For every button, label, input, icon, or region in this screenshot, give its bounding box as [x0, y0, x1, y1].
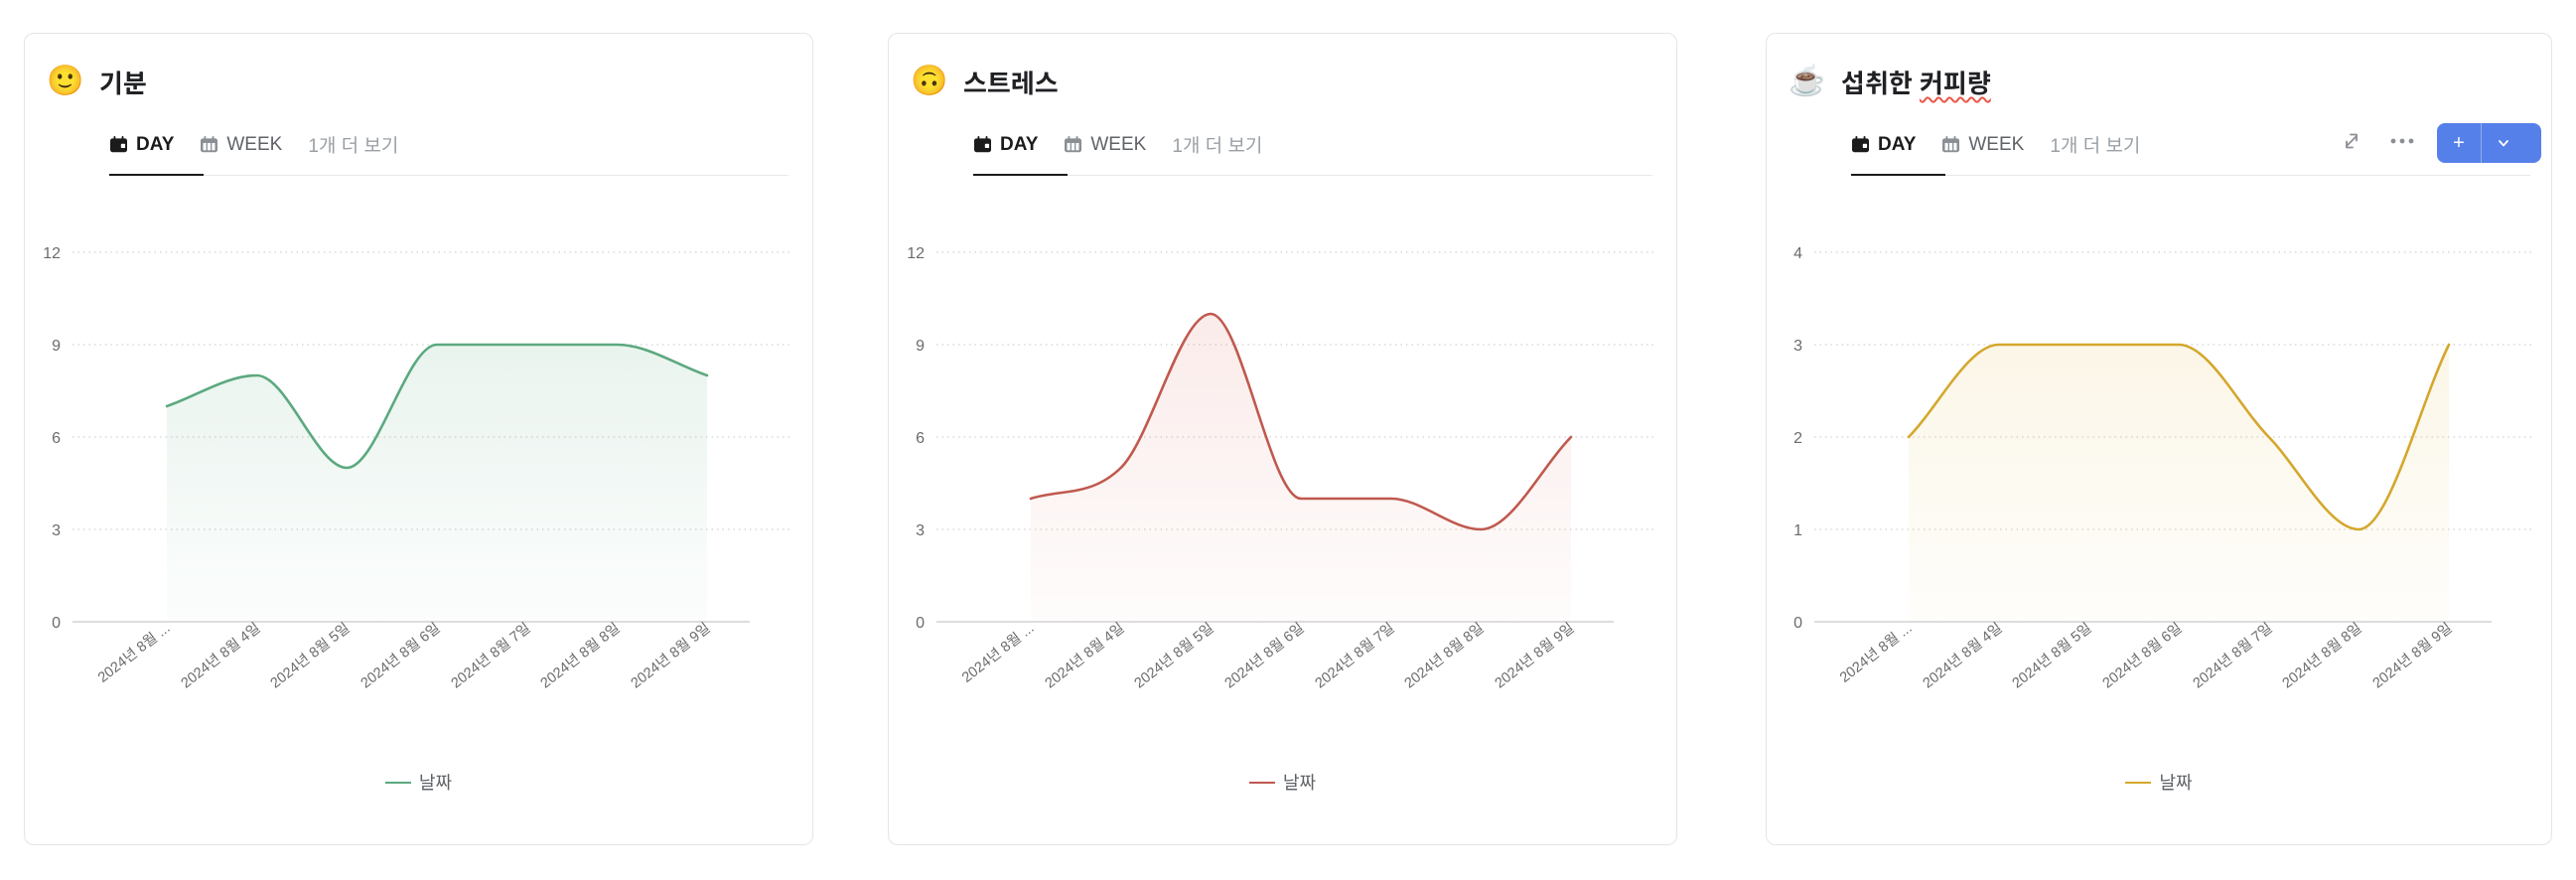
svg-text:2024년 8월 9일: 2024년 8월 9일 [1492, 620, 1577, 692]
svg-text:4: 4 [1793, 245, 1802, 262]
svg-text:2024년 8월 4일: 2024년 8월 4일 [178, 620, 263, 692]
svg-text:2024년 8월 7일: 2024년 8월 7일 [1312, 620, 1397, 692]
svg-text:12: 12 [907, 245, 925, 262]
svg-text:2024년 8월 6일: 2024년 8월 6일 [1221, 620, 1307, 692]
svg-text:2024년 8월 8일: 2024년 8월 8일 [1401, 620, 1487, 692]
svg-text:12: 12 [43, 245, 61, 262]
svg-text:2024년 8월 ...: 2024년 8월 ... [94, 620, 173, 686]
svg-text:9: 9 [52, 338, 61, 355]
svg-text:3: 3 [52, 522, 61, 539]
svg-text:2024년 8월 6일: 2024년 8월 6일 [358, 620, 443, 692]
svg-text:2024년 8월 7일: 2024년 8월 7일 [2190, 620, 2275, 692]
svg-text:9: 9 [916, 338, 925, 355]
svg-text:3: 3 [1793, 338, 1802, 355]
svg-text:2024년 8월 4일: 2024년 8월 4일 [1920, 620, 2005, 692]
svg-text:2: 2 [1793, 430, 1802, 447]
svg-text:2024년 8월 ...: 2024년 8월 ... [1836, 620, 1915, 686]
svg-text:2024년 8월 4일: 2024년 8월 4일 [1042, 620, 1127, 692]
svg-text:6: 6 [916, 430, 925, 447]
svg-text:2024년 8월 9일: 2024년 8월 9일 [2369, 620, 2455, 692]
svg-text:0: 0 [916, 615, 925, 632]
svg-text:0: 0 [1793, 615, 1802, 632]
svg-text:2024년 8월 6일: 2024년 8월 6일 [2099, 620, 2185, 692]
svg-text:2024년 8월 5일: 2024년 8월 5일 [2009, 620, 2094, 692]
svg-text:6: 6 [52, 430, 61, 447]
svg-text:1: 1 [1793, 522, 1802, 539]
svg-text:0: 0 [52, 615, 61, 632]
svg-text:2024년 8월 5일: 2024년 8월 5일 [1131, 620, 1216, 692]
svg-text:2024년 8월 9일: 2024년 8월 9일 [628, 620, 713, 692]
svg-text:2024년 8월 8일: 2024년 8월 8일 [2279, 620, 2364, 692]
svg-text:2024년 8월 7일: 2024년 8월 7일 [448, 620, 533, 692]
svg-text:3: 3 [916, 522, 925, 539]
svg-text:2024년 8월 ...: 2024년 8월 ... [958, 620, 1037, 686]
svg-text:2024년 8월 5일: 2024년 8월 5일 [267, 620, 353, 692]
svg-text:2024년 8월 8일: 2024년 8월 8일 [537, 620, 623, 692]
